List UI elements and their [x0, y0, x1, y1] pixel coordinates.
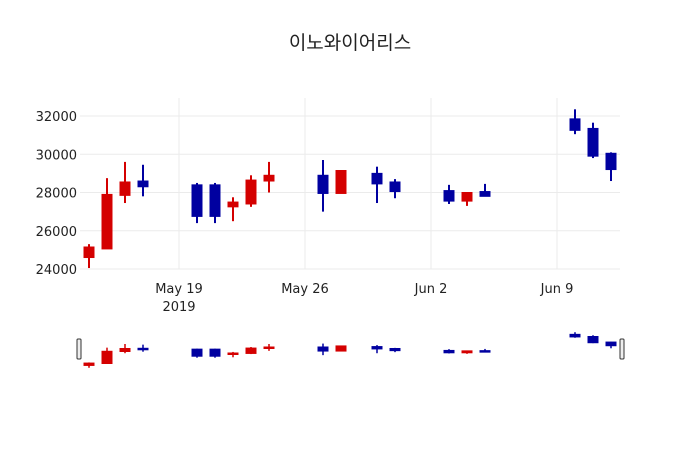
candle-body [191, 348, 203, 357]
candle-body [263, 346, 275, 349]
y-tick-label: 28000 [36, 187, 77, 202]
y-axis: 24000 26000 28000 30000 32000 [36, 110, 77, 278]
candle-body [137, 347, 149, 351]
candle-body [461, 192, 473, 202]
candle-body [569, 118, 581, 131]
candle-body [227, 352, 239, 355]
candle-body [119, 348, 131, 352]
candle-body [479, 191, 491, 197]
candle-body [569, 333, 581, 338]
candle-body [137, 180, 149, 188]
candle-body [83, 362, 95, 366]
candle-body [371, 346, 383, 350]
candle-body [443, 349, 455, 354]
candle-body [263, 174, 275, 182]
y-tick-label: 32000 [36, 110, 77, 125]
chart-title: 이노와이어리스 [289, 32, 411, 54]
x-tick-sublabel: 2019 [162, 300, 195, 315]
y-tick-label: 30000 [36, 148, 77, 163]
candle-body [443, 190, 455, 202]
candles [83, 109, 617, 269]
candle-body [101, 193, 113, 250]
candle-body [389, 181, 401, 193]
range-slider-handle[interactable] [619, 338, 625, 360]
candle-body [317, 174, 329, 194]
grid [80, 98, 620, 270]
candle-body [101, 350, 113, 364]
candle-body [335, 345, 347, 352]
candle-body [587, 336, 599, 344]
range-slider-handle[interactable] [76, 338, 82, 360]
y-tick-label: 26000 [36, 225, 77, 240]
candle-body [209, 184, 221, 217]
candle-body [389, 348, 401, 352]
candle-body [587, 127, 599, 157]
x-tick-label: May 19 [155, 282, 203, 297]
x-tick-label: Jun 2 [414, 282, 448, 297]
candle-body [335, 170, 347, 194]
candle-body [479, 350, 491, 353]
candle-body [227, 201, 239, 208]
candle-body [605, 341, 617, 347]
candle-body [461, 350, 473, 354]
candle-body [83, 246, 95, 259]
x-tick-label: May 26 [281, 282, 329, 297]
y-tick-label: 24000 [36, 263, 77, 278]
candle-body [191, 184, 203, 217]
x-tick-label: Jun 9 [540, 282, 574, 297]
candle-body [605, 152, 617, 171]
x-axis: May 19 2019 May 26 Jun 2 Jun 9 [155, 282, 573, 315]
candle-body [371, 172, 383, 185]
candle-body [245, 179, 257, 205]
candle-body [317, 346, 329, 352]
candle-body [209, 348, 221, 357]
candle-body [119, 181, 131, 196]
candle-body [245, 347, 257, 354]
range-slider[interactable] [76, 332, 625, 368]
